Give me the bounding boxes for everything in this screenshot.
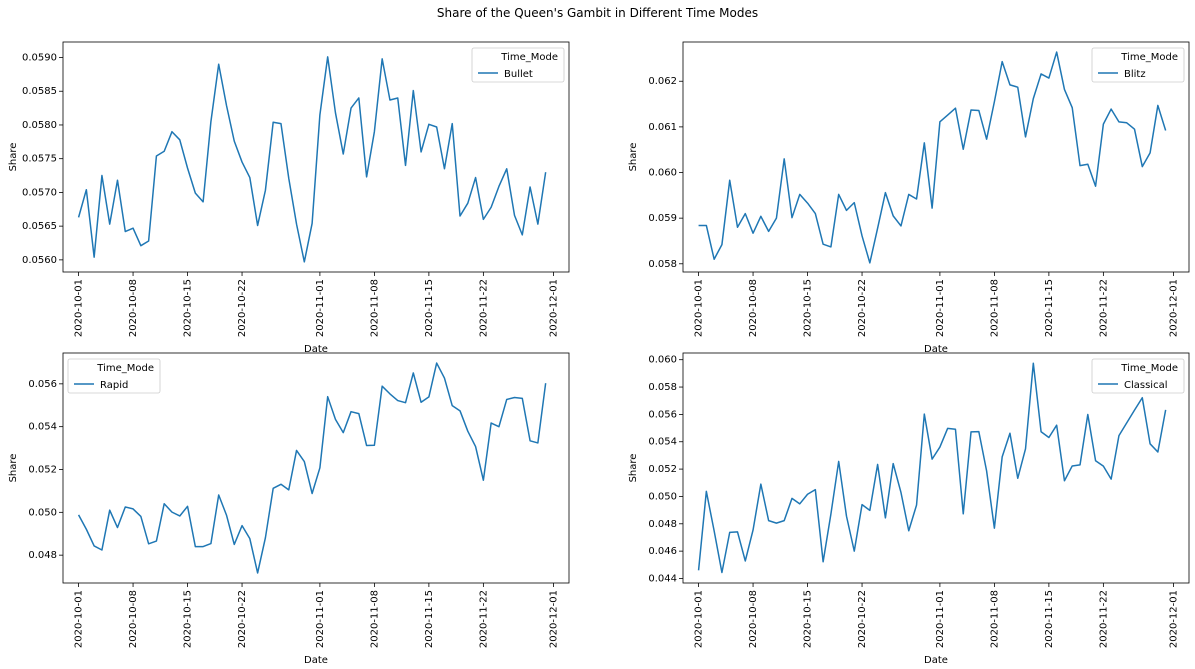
x-tick-label: 2020-10-01	[694, 590, 705, 648]
y-tick-label: 0.050	[648, 491, 677, 502]
x-tick-label: 2020-11-01	[315, 590, 326, 648]
y-tick-label: 0.050	[28, 507, 57, 518]
y-tick-label: 0.060	[648, 168, 677, 179]
x-tick-label: 2020-10-22	[857, 279, 868, 337]
x-axis-label: Date	[924, 344, 948, 355]
x-tick-label: 2020-10-15	[183, 590, 194, 648]
x-tick-label: 2020-10-08	[128, 590, 139, 648]
x-tick-label: 2020-11-15	[1044, 590, 1055, 648]
legend-title: Time_Mode	[1120, 363, 1178, 374]
x-tick-label: 2020-11-22	[1098, 279, 1109, 337]
legend: Time_Mode Classical	[1091, 358, 1185, 394]
series-line-classical	[697, 362, 1167, 574]
x-tick-label: 2020-11-01	[935, 279, 946, 337]
y-tick-label: 0.056	[28, 379, 57, 390]
y-tick-label: 0.052	[648, 464, 677, 475]
axes-frame	[682, 352, 1190, 584]
y-tick-label: 0.054	[648, 437, 677, 448]
legend-title: Time_Mode	[1120, 52, 1178, 63]
y-axis-label: Share	[628, 454, 639, 483]
x-tick-label: 2020-10-01	[74, 279, 85, 337]
y-tick-label: 0.044	[648, 573, 677, 584]
x-tick-label: 2020-10-01	[74, 590, 85, 648]
subplot-1: 2020-10-01 2020-10-08 2020-10-15 2020-10-22…	[628, 41, 1190, 355]
x-tick-label: 2020-11-01	[315, 279, 326, 337]
y-tick-label: 0.0590	[22, 53, 57, 64]
x-tick-label: 2020-11-15	[424, 279, 435, 337]
legend-title: Time_Mode	[96, 363, 154, 374]
y-tick-label: 0.0580	[22, 120, 57, 131]
x-tick-label: 2020-10-08	[748, 279, 759, 337]
y-tick-label: 0.0585	[22, 86, 57, 97]
x-tick-label: 2020-11-15	[424, 590, 435, 648]
y-tick-label: 0.052	[28, 464, 57, 475]
y-tick-label: 0.048	[648, 519, 677, 530]
legend: Time_Mode Bullet	[471, 47, 565, 83]
x-tick-label: 2020-10-15	[183, 279, 194, 337]
x-tick-label: 2020-12-01	[1168, 279, 1179, 337]
x-tick-label: 2020-10-22	[237, 590, 248, 648]
x-tick-label: 2020-11-22	[478, 279, 489, 337]
series-line-bullet	[77, 56, 547, 263]
x-tick-label: 2020-10-22	[237, 279, 248, 337]
x-tick-label: 2020-11-22	[1098, 590, 1109, 648]
y-axis-label: Share	[8, 454, 19, 483]
legend-entry-bullet: Bullet	[504, 69, 533, 80]
y-tick-label: 0.059	[648, 213, 677, 224]
series-line-rapid	[77, 362, 547, 574]
legend-entry-blitz: Blitz	[1124, 69, 1146, 80]
y-tick-label: 0.062	[648, 76, 677, 87]
x-tick-label: 2020-12-01	[548, 279, 559, 337]
y-tick-label: 0.054	[28, 422, 57, 433]
y-tick-label: 0.058	[648, 259, 677, 270]
x-tick-label: 2020-11-01	[935, 590, 946, 648]
x-tick-label: 2020-11-08	[989, 590, 1000, 648]
y-tick-label: 0.061	[648, 122, 677, 133]
x-tick-label: 2020-11-08	[369, 590, 380, 648]
x-tick-label: 2020-10-08	[128, 279, 139, 337]
y-tick-label: 0.046	[648, 546, 677, 557]
legend: Time_Mode Blitz	[1091, 47, 1185, 83]
y-tick-label: 0.048	[28, 550, 57, 561]
legend-entry-rapid: Rapid	[100, 380, 128, 391]
x-axis-label: Date	[304, 655, 328, 666]
y-tick-label: 0.0570	[22, 187, 57, 198]
x-tick-label: 2020-12-01	[1168, 590, 1179, 648]
x-tick-label: 2020-10-15	[803, 590, 814, 648]
y-axis-label: Share	[628, 143, 639, 172]
x-tick-label: 2020-11-22	[478, 590, 489, 648]
x-tick-label: 2020-10-15	[803, 279, 814, 337]
legend-entry-classical: Classical	[1124, 380, 1168, 391]
x-axis-label: Date	[924, 655, 948, 666]
x-tick-label: 2020-12-01	[548, 590, 559, 648]
x-tick-label: 2020-11-08	[369, 279, 380, 337]
axes-frame	[62, 352, 570, 584]
x-tick-label: 2020-10-01	[694, 279, 705, 337]
y-tick-label: 0.0575	[22, 154, 57, 165]
y-tick-label: 0.0565	[22, 221, 57, 232]
x-tick-label: 2020-11-08	[989, 279, 1000, 337]
x-axis-label: Date	[304, 344, 328, 355]
y-axis-label: Share	[8, 143, 19, 172]
subplot-2: 2020-10-01 2020-10-08 2020-10-15 2020-10-22…	[8, 352, 570, 666]
x-tick-label: 2020-11-15	[1044, 279, 1055, 337]
x-tick-label: 2020-10-08	[748, 590, 759, 648]
y-tick-label: 0.056	[648, 409, 677, 420]
y-tick-label: 0.060	[648, 355, 677, 366]
legend: Time_Mode Rapid	[67, 358, 161, 394]
x-tick-label: 2020-10-22	[857, 590, 868, 648]
axes-frame	[682, 41, 1190, 273]
subplot-0: 2020-10-01 2020-10-08 2020-10-15 2020-10-22…	[8, 41, 570, 355]
subplot-3: 2020-10-01 2020-10-08 2020-10-15 2020-10-22…	[628, 352, 1190, 666]
legend-title: Time_Mode	[500, 52, 558, 63]
series-line-blitz	[698, 51, 1167, 264]
y-tick-label: 0.058	[648, 382, 677, 393]
y-tick-label: 0.0560	[22, 255, 57, 266]
figure-suptitle: Share of the Queen's Gambit in Different…	[436, 6, 759, 20]
axes-frame	[62, 41, 570, 273]
